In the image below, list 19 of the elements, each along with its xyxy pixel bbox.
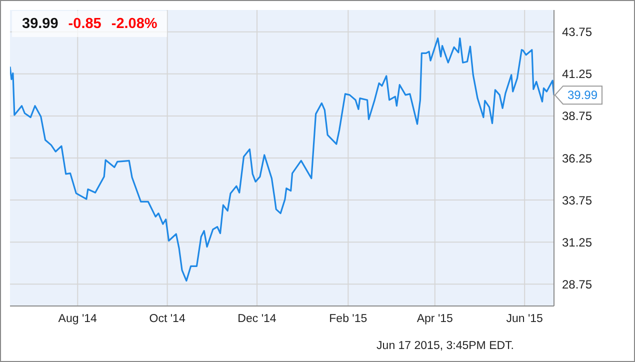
annotation: -0.85 [68,16,102,32]
y-tick-label: 36.25 [562,151,592,166]
line-series [10,37,554,282]
annotation: 39.99 [567,88,598,102]
text: Jun 17 2015, 3:45PM EDT. [376,340,514,352]
annotation: 39.99 [22,16,58,32]
annotation: -2.08% [111,16,158,32]
y-tick-label: 31.25 [562,235,592,250]
y-tick-label: 43.75 [562,25,592,40]
x-tick-label: Dec '14 [238,313,277,326]
x-tick-label: Jun '15 [506,313,543,326]
y-tick-label: 41.25 [562,67,592,82]
x-tick-label: Aug '14 [58,313,98,326]
x-tick-label: Oct '14 [149,313,186,326]
x-tick-label: Feb '15 [329,313,368,326]
x-tick-label: Apr '15 [416,313,453,326]
y-tick-label: 38.75 [562,109,592,124]
y-tick-label: 28.75 [562,277,592,292]
y-tick-label: 33.75 [562,193,592,208]
